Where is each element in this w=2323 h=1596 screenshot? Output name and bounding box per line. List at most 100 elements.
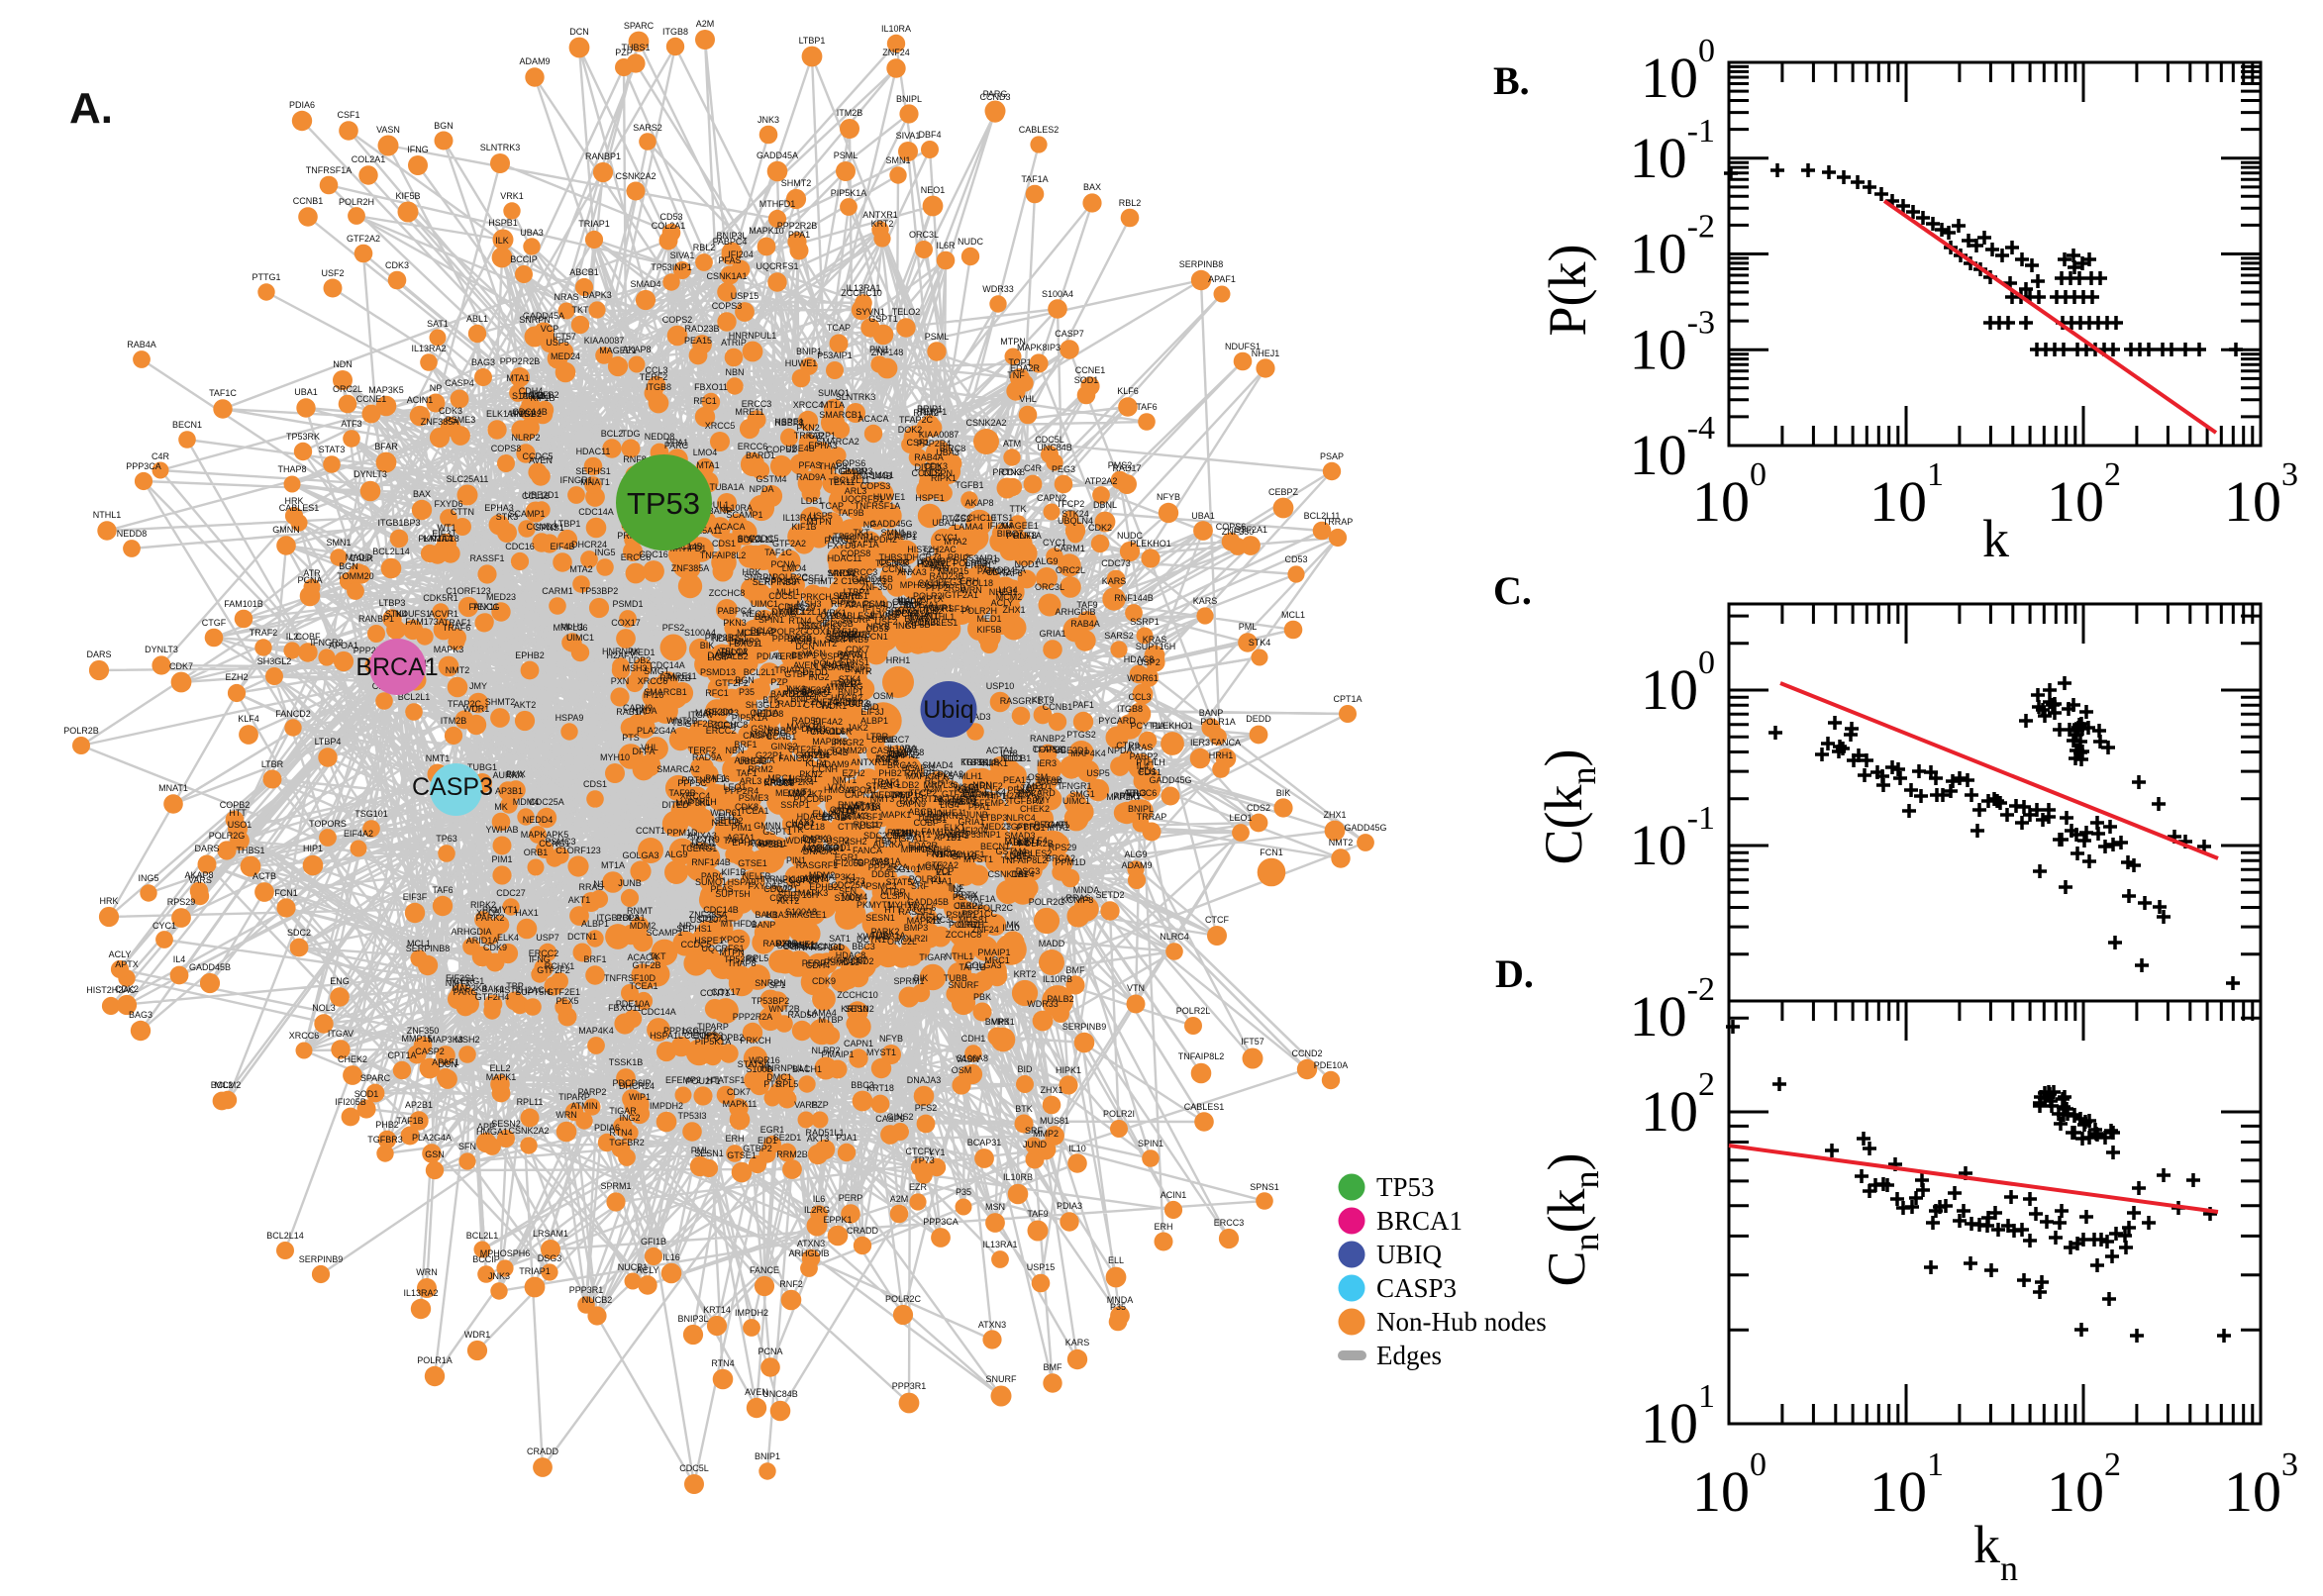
svg-text:PPP1CC: PPP1CC — [961, 909, 998, 919]
svg-text:NP: NP — [679, 921, 692, 931]
svg-text:MNDA: MNDA — [829, 568, 856, 578]
svg-text:S100A8: S100A8 — [785, 907, 817, 917]
svg-text:RRM2B: RRM2B — [659, 673, 691, 683]
svg-text:DEDD: DEDD — [1246, 714, 1271, 724]
svg-text:PDCD6IP: PDCD6IP — [793, 794, 832, 804]
svg-text:FLI1: FLI1 — [718, 812, 736, 822]
svg-text:PYCARD: PYCARD — [1098, 716, 1136, 726]
svg-text:LDB2: LDB2 — [629, 655, 652, 665]
svg-text:PRTN3: PRTN3 — [681, 775, 710, 785]
svg-text:BCCIP: BCCIP — [510, 254, 538, 264]
svg-text:CCL3: CCL3 — [1128, 692, 1151, 702]
svg-text:IL16: IL16 — [662, 1252, 680, 1262]
svg-text:RASSF1: RASSF1 — [469, 553, 504, 563]
svg-text:TERF1: TERF1 — [774, 651, 803, 661]
svg-text:MSH2: MSH2 — [842, 837, 866, 847]
svg-text:COPS6: COPS6 — [836, 458, 866, 468]
svg-text:CLSPN: CLSPN — [923, 468, 953, 478]
svg-text:FCN1: FCN1 — [864, 632, 888, 642]
svg-text:MPHOSPH6: MPHOSPH6 — [480, 1248, 531, 1258]
svg-text:KRAS: KRAS — [1143, 635, 1167, 645]
svg-text:NDUFS1: NDUFS1 — [712, 634, 748, 644]
svg-text:PAF1: PAF1 — [705, 773, 727, 783]
svg-text:CDC25A: CDC25A — [831, 880, 866, 890]
svg-text:CD53: CD53 — [865, 624, 888, 634]
svg-text:TSSK1B: TSSK1B — [965, 757, 1000, 767]
svg-text:MSH3: MSH3 — [952, 794, 976, 804]
svg-text:FANCE: FANCE — [938, 830, 967, 840]
svg-text:HMGA1: HMGA1 — [824, 785, 856, 795]
svg-text:KRT18: KRT18 — [915, 794, 943, 804]
svg-text:UBA1: UBA1 — [932, 518, 956, 528]
svg-text:BNIP3L: BNIP3L — [677, 1314, 708, 1324]
svg-text:HDAC11: HDAC11 — [828, 553, 862, 563]
svg-text:CDH1: CDH1 — [886, 831, 911, 841]
svg-text:C.: C. — [1493, 568, 1532, 613]
svg-text:LTBP1: LTBP1 — [555, 519, 581, 529]
svg-text:H2AFY: H2AFY — [606, 650, 635, 660]
svg-text:MAPK1: MAPK1 — [486, 1072, 517, 1082]
svg-text:TAF1A: TAF1A — [1021, 174, 1048, 184]
svg-text:PALB2: PALB2 — [721, 651, 748, 661]
svg-text:MTHFD1: MTHFD1 — [670, 544, 707, 553]
svg-text:CD53: CD53 — [1284, 554, 1307, 564]
svg-text:PARG: PARG — [838, 649, 862, 659]
svg-text:TRRAP: TRRAP — [1137, 812, 1167, 822]
svg-text:S100B: S100B — [746, 1064, 772, 1074]
svg-text:FANCE: FANCE — [750, 1265, 779, 1275]
svg-text:COPS8: COPS8 — [789, 875, 820, 885]
svg-text:EFEMP2: EFEMP2 — [665, 1075, 701, 1085]
svg-text:CCNG1: CCNG1 — [811, 942, 843, 951]
svg-text:GTSE1: GTSE1 — [727, 1150, 757, 1160]
svg-text:NHEJ1: NHEJ1 — [939, 808, 967, 818]
svg-text:RAB1A: RAB1A — [871, 856, 901, 866]
svg-text:UBA3: UBA3 — [936, 448, 960, 457]
svg-text:MDM2: MDM2 — [809, 870, 836, 880]
svg-text:WNT2B: WNT2B — [666, 716, 698, 726]
svg-text:CASP9: CASP9 — [875, 1114, 905, 1124]
svg-text:TGFBR2: TGFBR2 — [609, 1138, 645, 1147]
svg-text:SSRP1: SSRP1 — [1130, 617, 1160, 627]
svg-text:COL2A1: COL2A1 — [352, 154, 386, 164]
svg-text:VASN: VASN — [956, 1054, 979, 1064]
svg-text:NLRP2: NLRP2 — [811, 1046, 840, 1055]
svg-text:POLR2L: POLR2L — [909, 874, 944, 884]
svg-text:BIRC7: BIRC7 — [997, 529, 1024, 539]
svg-text:RFC1: RFC1 — [705, 688, 729, 698]
svg-text:GTBP2: GTBP2 — [784, 669, 814, 679]
svg-text:GMNN: GMNN — [840, 466, 867, 476]
svg-text:CYC1: CYC1 — [1043, 538, 1066, 548]
svg-text:EDA2R: EDA2R — [908, 841, 939, 850]
svg-text:PAF1: PAF1 — [1072, 700, 1094, 710]
svg-text:SNRPN: SNRPN — [755, 978, 786, 988]
svg-text:ZNF350: ZNF350 — [407, 1026, 440, 1036]
svg-text:CDK2: CDK2 — [1088, 523, 1112, 533]
svg-text:JMY: JMY — [1033, 795, 1051, 805]
svg-text:MED23: MED23 — [981, 822, 1011, 832]
svg-text:ARID1A: ARID1A — [466, 936, 499, 946]
svg-text:EIF3F: EIF3F — [715, 721, 740, 731]
svg-text:RAD50: RAD50 — [787, 1010, 816, 1020]
svg-text:POLA1: POLA1 — [616, 913, 645, 923]
svg-text:PIP5K1A: PIP5K1A — [695, 1037, 732, 1047]
svg-text:STAT3: STAT3 — [319, 445, 346, 454]
svg-text:KIF1B: KIF1B — [721, 867, 746, 877]
svg-text:WDR61: WDR61 — [1127, 673, 1159, 683]
svg-text:CDC73: CDC73 — [1101, 558, 1131, 568]
svg-text:TELO2: TELO2 — [720, 647, 749, 656]
svg-text:SLC25A11: SLC25A11 — [777, 941, 820, 950]
svg-text:HNRNPK: HNRNPK — [757, 874, 794, 884]
svg-text:TAF1B: TAF1B — [831, 627, 858, 637]
svg-text:SIVA1: SIVA1 — [896, 131, 921, 141]
svg-text:CAPN2: CAPN2 — [1037, 493, 1066, 503]
svg-text:FBXO11: FBXO11 — [729, 639, 762, 648]
svg-text:MAP4K4: MAP4K4 — [578, 1026, 614, 1036]
svg-text:ING5: ING5 — [895, 621, 916, 631]
svg-text:ING5: ING5 — [138, 873, 158, 883]
svg-text:BAG3: BAG3 — [471, 357, 495, 367]
svg-text:DCTN1: DCTN1 — [567, 932, 597, 942]
svg-text:MMP15: MMP15 — [938, 566, 968, 576]
svg-text:CTGF: CTGF — [1039, 777, 1063, 787]
svg-text:SPNS1: SPNS1 — [1250, 1182, 1279, 1192]
svg-text:GSTM4: GSTM4 — [756, 474, 786, 484]
